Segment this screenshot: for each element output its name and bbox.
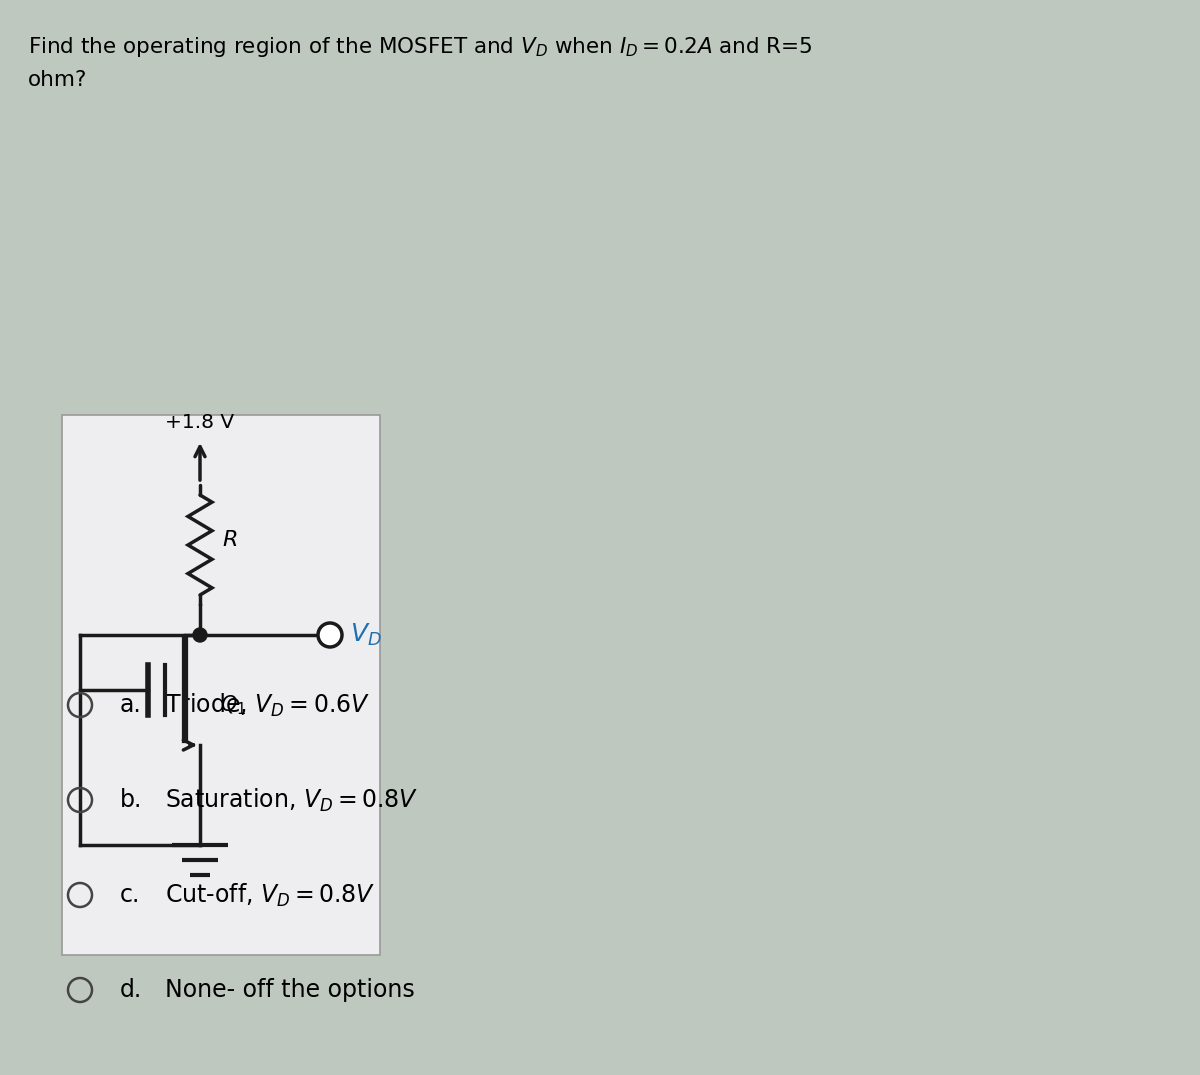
Text: b.: b.: [120, 788, 143, 812]
Text: R: R: [222, 530, 238, 550]
Text: None- off the options: None- off the options: [166, 978, 415, 1002]
Bar: [62, 415, 380, 955]
Text: a.: a.: [120, 693, 142, 717]
Text: c.: c.: [120, 883, 140, 907]
Text: Find the operating region of the MOSFET and $V_D$ when $I_D = 0.2A$ and R=5: Find the operating region of the MOSFET …: [28, 35, 812, 59]
Circle shape: [318, 624, 342, 647]
Text: Cut-off, $V_D = 0.8V$: Cut-off, $V_D = 0.8V$: [166, 882, 376, 908]
Text: $\mathit{Q}_1$: $\mathit{Q}_1$: [220, 693, 246, 717]
Text: +1.8 V: +1.8 V: [166, 413, 234, 432]
Text: Saturation, $V_D = 0.8V$: Saturation, $V_D = 0.8V$: [166, 787, 419, 814]
Circle shape: [193, 628, 208, 642]
Text: d.: d.: [120, 978, 143, 1002]
Text: ohm?: ohm?: [28, 70, 88, 90]
Text: $V_D$: $V_D$: [350, 622, 382, 648]
Text: Triode, $V_D = 0.6V$: Triode, $V_D = 0.6V$: [166, 691, 371, 718]
